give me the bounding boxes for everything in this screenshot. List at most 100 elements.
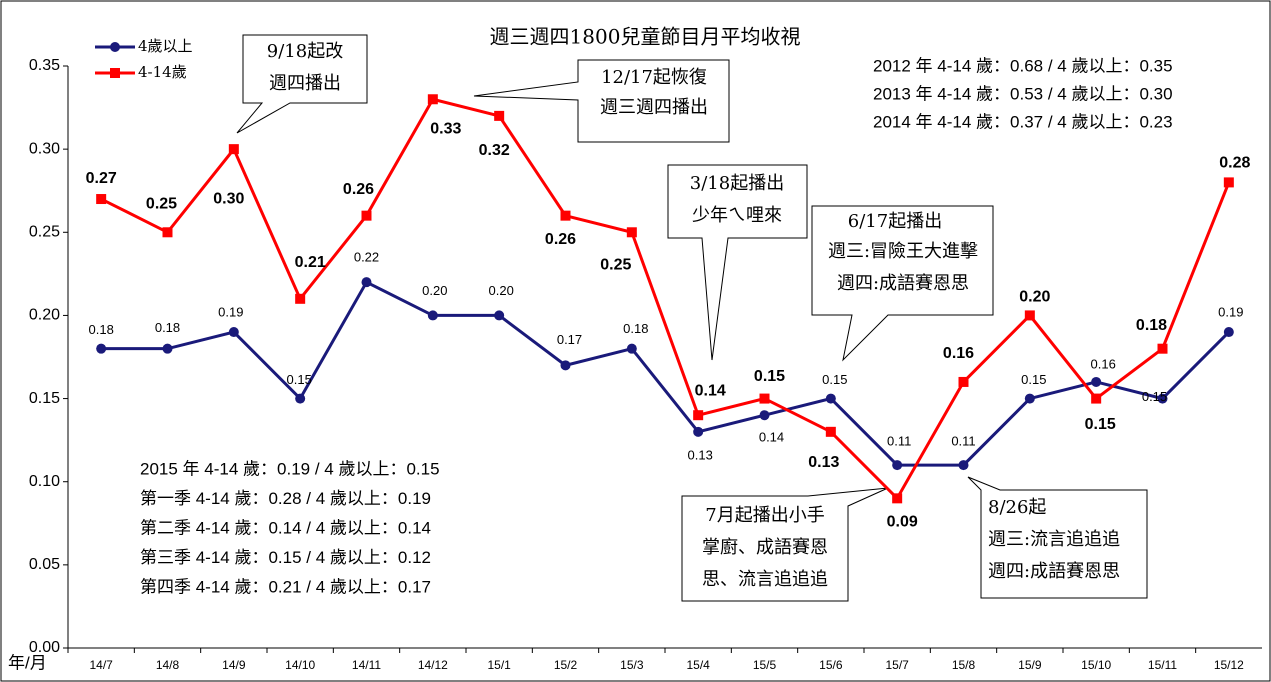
data-label: 0.32 xyxy=(479,142,510,159)
legend-label: 4-14歲 xyxy=(138,63,187,81)
marker xyxy=(560,210,571,221)
y-tick-label: 0.15 xyxy=(29,390,60,407)
annotation: 7月起播出小手 xyxy=(705,505,824,526)
data-label: 0.22 xyxy=(354,250,379,265)
annotation: 週三:流言追追追 xyxy=(988,529,1120,550)
callout-box xyxy=(236,34,368,134)
data-label: 0.28 xyxy=(1219,155,1250,172)
marker xyxy=(1091,393,1102,404)
data-label: 0.11 xyxy=(951,434,975,449)
data-label: 0.25 xyxy=(146,196,177,213)
marker xyxy=(494,110,505,121)
data-label: 0.21 xyxy=(295,254,326,271)
summary-text: 第三季 4-14 歲：0.15 / 4 歲以上：0.12 xyxy=(140,548,431,567)
marker xyxy=(1223,327,1234,338)
x-tick-label: 15/7 xyxy=(885,658,909,672)
summary-text: 2013 年 4-14 歲：0.53 / 4 歲以上：0.30 xyxy=(873,84,1173,103)
marker xyxy=(626,227,637,238)
marker xyxy=(626,343,637,354)
marker xyxy=(1157,393,1168,404)
marker xyxy=(295,293,306,304)
data-label: 0.20 xyxy=(1019,289,1050,306)
data-label: 0.13 xyxy=(688,447,713,462)
callout-box xyxy=(811,205,994,362)
x-tick-label: 15/9 xyxy=(1018,658,1042,672)
marker xyxy=(1024,393,1035,404)
callout-box xyxy=(967,476,1148,599)
marker xyxy=(228,144,239,155)
data-label: 0.15 xyxy=(287,372,312,387)
y-tick-label: 0.25 xyxy=(29,224,60,241)
x-tick-label: 15/6 xyxy=(819,658,843,672)
data-label: 0.15 xyxy=(1142,389,1167,404)
callout-box xyxy=(473,59,730,143)
summary-text: 第四季 4-14 歲：0.21 / 4 歲以上：0.17 xyxy=(140,577,431,596)
legend-label: 4歲以上 xyxy=(138,37,193,55)
data-label: 0.18 xyxy=(1136,317,1167,334)
marker xyxy=(958,460,969,471)
annotation: 週四:成語賽恩思 xyxy=(837,272,969,294)
marker xyxy=(1024,310,1035,321)
data-label: 0.20 xyxy=(422,283,447,298)
x-axis-label: 年/月 xyxy=(8,653,47,672)
data-label: 0.15 xyxy=(1021,372,1046,387)
x-tick-label: 15/4 xyxy=(686,658,710,672)
summary-text: 2012 年 4-14 歲：0.68 / 4 歲以上：0.35 xyxy=(873,56,1173,75)
data-label: 0.26 xyxy=(545,231,576,248)
x-tick-label: 14/10 xyxy=(285,658,315,672)
marker xyxy=(295,393,306,404)
marker xyxy=(1091,376,1102,387)
annotation: 8/26起 xyxy=(988,497,1046,518)
marker xyxy=(892,460,903,471)
annotation: 週三週四播出 xyxy=(600,97,708,118)
data-label: 0.09 xyxy=(887,514,918,531)
callout-box xyxy=(667,164,808,361)
marker xyxy=(1157,343,1168,354)
data-label: 0.25 xyxy=(600,257,631,274)
marker xyxy=(427,310,438,321)
data-label: 0.14 xyxy=(759,430,784,445)
data-label: 0.30 xyxy=(213,190,244,207)
data-label: 0.13 xyxy=(808,454,839,471)
data-label: 0.11 xyxy=(887,434,911,449)
marker xyxy=(361,210,372,221)
marker xyxy=(96,343,107,354)
data-label: 0.18 xyxy=(623,321,648,336)
marker xyxy=(427,94,438,105)
annotation: 6/17起播出 xyxy=(848,211,942,232)
data-label: 0.18 xyxy=(155,320,180,335)
chart-title: 週三週四1800兒童節目月平均收視 xyxy=(490,25,801,49)
y-tick-label: 0.30 xyxy=(29,140,60,157)
marker xyxy=(693,426,704,437)
callout-box xyxy=(681,487,889,602)
y-tick-label: 0.35 xyxy=(29,57,60,74)
marker xyxy=(110,42,120,52)
x-tick-label: 14/11 xyxy=(352,658,381,672)
annotation: 3/18起播出 xyxy=(690,173,784,194)
summary-text: 2015 年 4-14 歲：0.19 / 4 歲以上：0.15 xyxy=(140,459,440,478)
x-tick-label: 14/8 xyxy=(156,658,180,672)
marker xyxy=(759,410,770,421)
data-label: 0.15 xyxy=(822,372,847,387)
annotation: 週三:冒險王大進擊 xyxy=(828,241,978,262)
annotation: 週四播出 xyxy=(269,73,341,94)
x-tick-label: 15/11 xyxy=(1148,658,1177,672)
data-label: 0.16 xyxy=(1091,356,1116,371)
data-label: 0.19 xyxy=(218,304,243,319)
x-tick-label: 14/7 xyxy=(89,658,113,672)
x-tick-label: 15/5 xyxy=(753,658,777,672)
marker xyxy=(825,426,836,437)
annotation: 12/17起恢復 xyxy=(601,67,707,88)
marker xyxy=(693,410,704,421)
marker xyxy=(1223,177,1234,188)
marker xyxy=(825,393,836,404)
annotation: 9/18起改 xyxy=(267,41,343,62)
data-label: 0.15 xyxy=(1085,416,1116,433)
x-tick-label: 15/1 xyxy=(487,658,511,672)
annotation: 掌廚、成語賽恩 xyxy=(702,536,828,558)
data-label: 0.17 xyxy=(557,332,582,347)
summary-text: 2014 年 4-14 歲：0.37 / 4 歲以上：0.23 xyxy=(873,112,1173,131)
x-tick-label: 15/12 xyxy=(1214,658,1244,672)
marker xyxy=(162,343,173,354)
